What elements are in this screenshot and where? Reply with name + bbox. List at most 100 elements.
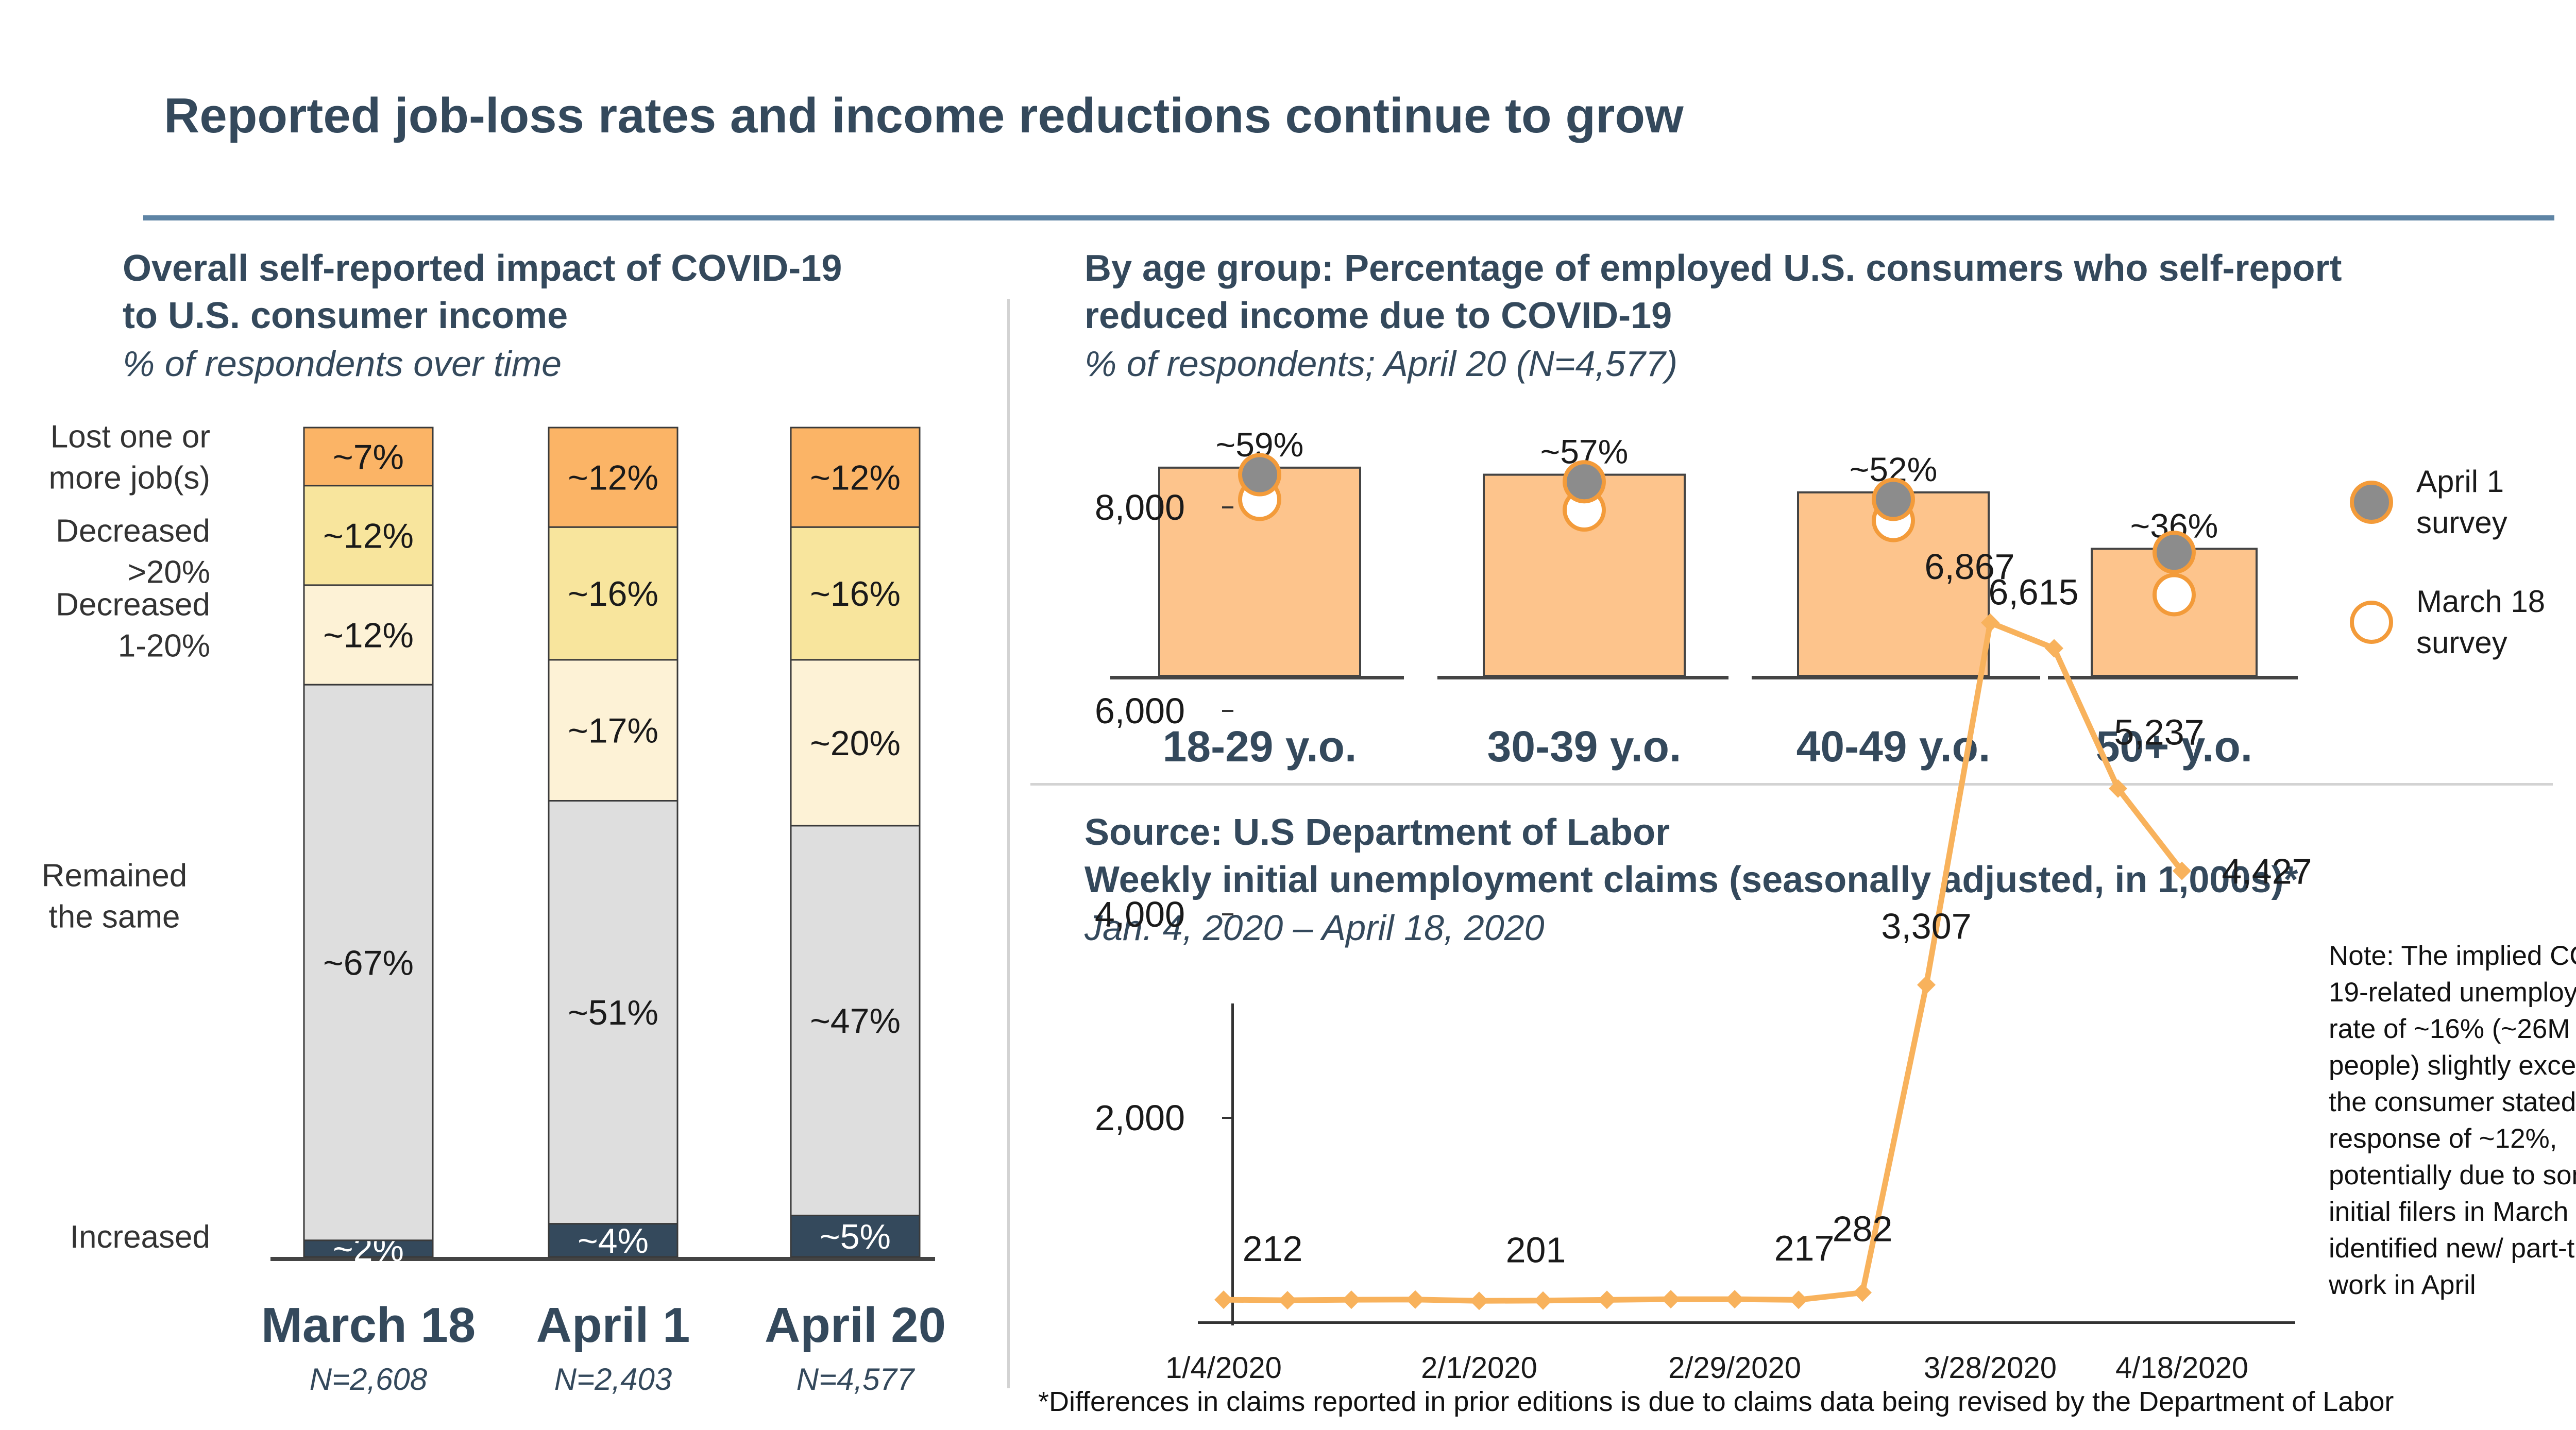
age-panel-subtitle: % of respondents; April 20 (N=4,577) (1084, 344, 1678, 384)
title-divider (143, 215, 2554, 220)
segment-label: ~12% (810, 458, 901, 498)
claims-subtitle: Jan. 4, 2020 – April 18, 2020 (1084, 908, 1545, 948)
age-axis-segment (1110, 676, 1404, 679)
claims-x-tick-label: 4/18/2020 (2115, 1351, 2248, 1385)
claims-x-tick-label: 2/1/2020 (1421, 1351, 1537, 1385)
claims-point (2045, 639, 2063, 658)
claims-point (2173, 861, 2191, 880)
stacked-segment (548, 427, 679, 528)
age-category-label: 50+ y.o. (2096, 722, 2252, 771)
claims-y-tick-label: 2,000 (1095, 1098, 1185, 1138)
stacked-segment (303, 427, 434, 487)
claims-line-chart: 2,000 4,000 6,000 8,000 1/4/2020 2/1/2020 2/29… (1095, 487, 2312, 1385)
claims-point (1725, 1290, 1744, 1309)
segment-label: ~16% (568, 574, 658, 614)
april-marker (2153, 531, 2196, 574)
legend-marker (2350, 481, 2393, 524)
claims-y-tick (1222, 913, 1233, 915)
row-label: the same (48, 899, 180, 934)
segment-label: ~4% (578, 1221, 649, 1261)
page-title: Reported job-loss rates and income reduc… (164, 88, 1684, 143)
claims-y-tick-label: 4,000 (1095, 894, 1185, 934)
claims-data-label: 5,237 (2114, 712, 2204, 753)
row-label: Increased (70, 1219, 210, 1255)
claims-y-axis (1231, 1003, 1234, 1325)
claims-data-label: 6,615 (1988, 572, 2078, 612)
legend-label: April 1 (2416, 464, 2504, 499)
stacked-segment (303, 684, 434, 1241)
claims-x-tick-label: 3/28/2020 (1924, 1351, 2057, 1385)
stacked-segment (548, 526, 679, 661)
april-marker (1563, 460, 1606, 504)
row-label: Decreased (56, 513, 210, 549)
claims-point (1470, 1291, 1488, 1310)
claims-point (1534, 1291, 1552, 1310)
legend-label: survey (2416, 505, 2507, 540)
claims-point (1406, 1290, 1425, 1309)
row-label: more job(s) (48, 460, 210, 496)
claims-point (1853, 1283, 1872, 1302)
vertical-divider (1007, 299, 1010, 1388)
claims-x-tick-label: 1/4/2020 (1165, 1351, 1282, 1385)
segment-label: ~16% (810, 574, 901, 614)
age-bar-chart: ~59%18-29 y.o.~57%30-39 y.o.~52%40-49 y.… (1110, 425, 2545, 771)
claims-data-label: 3,307 (1881, 906, 1971, 946)
row-label: Lost one or (50, 419, 210, 454)
claims-x-axis (1198, 1321, 2295, 1324)
stacked-segment (548, 659, 679, 802)
stacked-baseline (270, 1257, 935, 1261)
horizontal-divider (1030, 783, 2553, 786)
row-label: Remained (42, 858, 188, 893)
stacked-segment (548, 1223, 679, 1258)
segment-label: ~51% (568, 993, 658, 1032)
age-panel-title-line1: By age group: Percentage of employed U.S… (1084, 248, 2342, 289)
claims-point (2109, 779, 2127, 798)
segment-label: ~12% (323, 616, 414, 655)
claims-point (1278, 1291, 1297, 1310)
legend-label: survey (2416, 625, 2507, 660)
claims-point (1342, 1290, 1361, 1309)
row-label: Decreased (56, 587, 210, 623)
age-bar (1797, 491, 1990, 677)
segment-label: ~5% (820, 1217, 891, 1256)
stacked-segment (790, 526, 921, 661)
age-panel-title-line2: reduced income due to COVID-19 (1084, 295, 1672, 336)
claims-y-tick (1222, 710, 1233, 712)
claims-data-label: 201 (1506, 1230, 1566, 1270)
claims-x-tick-label: 2/29/2020 (1668, 1351, 1801, 1385)
claims-y-tick (1222, 1117, 1233, 1119)
sample-size-label: N=4,577 (796, 1362, 916, 1397)
claims-point (1917, 975, 1936, 994)
april-marker (1238, 453, 1281, 497)
left-panel-title-line2: to U.S. consumer income (123, 295, 568, 336)
age-category-label: 18-29 y.o. (1163, 722, 1357, 771)
claims-data-label: 212 (1243, 1229, 1303, 1269)
claims-data-label: 217 (1774, 1228, 1835, 1268)
claims-title: Weekly initial unemployment claims (seas… (1084, 859, 2298, 900)
claims-data-label: 6,867 (1924, 547, 2014, 587)
claims-data-label: 4,427 (2222, 852, 2312, 892)
age-axis-segment (1437, 676, 1728, 679)
segment-label: ~67% (323, 943, 414, 982)
segment-label: ~17% (568, 711, 658, 751)
segment-label: ~12% (323, 516, 414, 555)
left-panel-title-line1: Overall self-reported impact of COVID-19 (123, 248, 842, 289)
row-label: >20% (128, 554, 210, 590)
april-marker (1872, 478, 1915, 521)
row-label: 1-20% (118, 628, 210, 664)
claims-y-tick-label: 8,000 (1095, 487, 1185, 527)
segment-label: ~20% (810, 724, 901, 763)
stacked-segment (548, 800, 679, 1225)
category-label: April 20 (765, 1298, 946, 1353)
age-category-label: 30-39 y.o. (1487, 722, 1682, 771)
claims-y-tick-label: 6,000 (1095, 691, 1185, 731)
age-axis-segment (1752, 676, 2040, 679)
claims-point (1981, 613, 1999, 632)
segment-label: ~47% (810, 1001, 901, 1041)
claims-point (1598, 1290, 1616, 1309)
stacked-segment (303, 584, 434, 686)
claims-line (1223, 620, 2184, 1304)
sample-size-label: N=2,403 (554, 1362, 672, 1397)
category-label: March 18 (261, 1298, 476, 1353)
